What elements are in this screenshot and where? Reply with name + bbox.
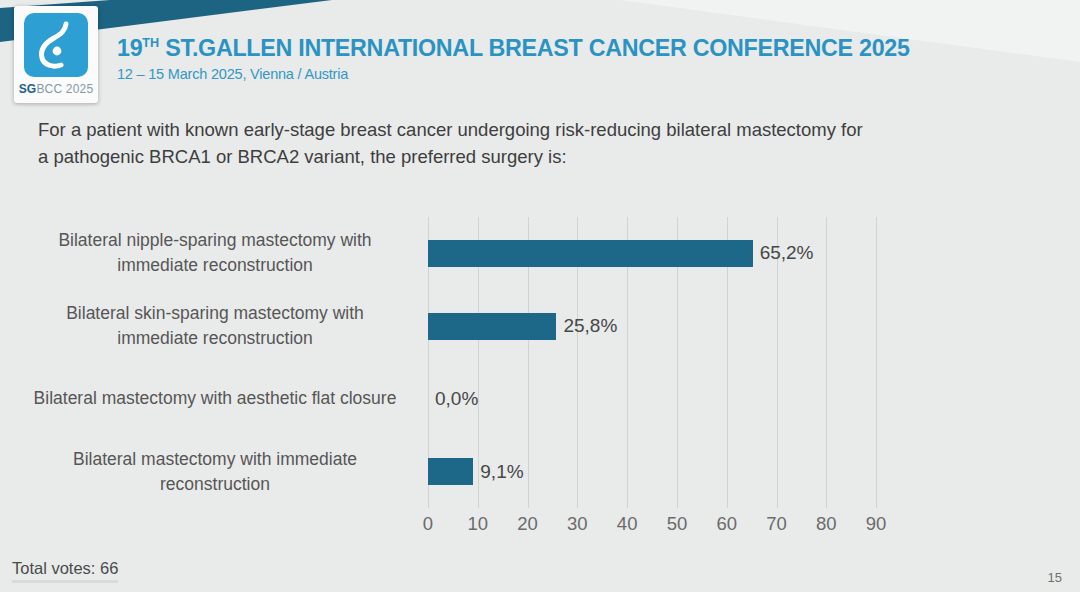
value-label: 0,0% bbox=[435, 388, 478, 410]
poll-question-line1: For a patient with known early-stage bre… bbox=[38, 116, 983, 143]
tick-label: 40 bbox=[605, 513, 649, 535]
tick-label: 60 bbox=[705, 513, 749, 535]
value-label: 9,1% bbox=[480, 461, 523, 483]
sgbcc-logo-icon bbox=[24, 13, 88, 77]
category-label: Bilateral skin-sparing mastectomy with i… bbox=[24, 301, 406, 351]
tick-label: 90 bbox=[854, 513, 898, 535]
bar-row: 0,0% bbox=[428, 363, 906, 436]
tick-label: 10 bbox=[456, 513, 500, 535]
category-cell: Bilateral mastectomy with immediate reco… bbox=[12, 435, 418, 508]
poll-question-line2: a pathogenic BRCA1 or BRCA2 variant, the… bbox=[38, 143, 983, 170]
bar-chart-plot: 65,2% 25,8% 0,0% 9,1% bbox=[428, 217, 906, 508]
page-number: 15 bbox=[1048, 570, 1062, 585]
category-label: Bilateral mastectomy with aesthetic flat… bbox=[24, 386, 406, 411]
tick-label: 30 bbox=[555, 513, 599, 535]
category-labels: Bilateral nipple-sparing mastectomy with… bbox=[12, 217, 418, 508]
category-cell: Bilateral mastectomy with aesthetic flat… bbox=[12, 363, 418, 436]
poll-question: For a patient with known early-stage bre… bbox=[38, 116, 983, 170]
bar-row: 65,2% bbox=[428, 217, 906, 290]
value-label: 25,8% bbox=[563, 315, 617, 337]
bar bbox=[428, 240, 753, 267]
x-axis-ticks: 0102030405060708090 bbox=[428, 513, 906, 539]
tick-label: 70 bbox=[755, 513, 799, 535]
tick-label: 50 bbox=[655, 513, 699, 535]
sgbcc-logo: SGBCC 2025 bbox=[14, 6, 98, 103]
total-votes: Total votes: 66 bbox=[12, 559, 118, 583]
slide: SGBCC 2025 19TH ST.GALLEN INTERNATIONAL … bbox=[0, 0, 1080, 592]
bar-row: 9,1% bbox=[428, 435, 906, 508]
category-cell: Bilateral nipple-sparing mastectomy with… bbox=[12, 217, 418, 290]
bar-row: 25,8% bbox=[428, 290, 906, 363]
title-rest: ST.GALLEN INTERNATIONAL BREAST CANCER CO… bbox=[159, 34, 909, 61]
category-label: Bilateral mastectomy with immediate reco… bbox=[24, 447, 406, 497]
breast-glyph-icon bbox=[30, 19, 82, 71]
conference-date-location: 12 – 15 March 2025, Vienna / Austria bbox=[117, 66, 934, 82]
sgbcc-logo-text: SGBCC 2025 bbox=[19, 82, 94, 96]
tick-label: 80 bbox=[804, 513, 848, 535]
conference-title: 19TH ST.GALLEN INTERNATIONAL BREAST CANC… bbox=[117, 30, 910, 61]
tick-label: 20 bbox=[506, 513, 550, 535]
bar bbox=[428, 458, 473, 485]
category-label: Bilateral nipple-sparing mastectomy with… bbox=[24, 228, 406, 278]
category-cell: Bilateral skin-sparing mastectomy with i… bbox=[12, 290, 418, 363]
value-label: 65,2% bbox=[760, 242, 814, 264]
bar-rows: 65,2% 25,8% 0,0% 9,1% bbox=[428, 217, 906, 508]
header: 19TH ST.GALLEN INTERNATIONAL BREAST CANC… bbox=[117, 30, 934, 82]
logo-text-sg: SG bbox=[19, 82, 37, 96]
tick-label: 0 bbox=[406, 513, 450, 535]
logo-text-bcc: BCC 2025 bbox=[36, 82, 93, 96]
title-number: 19 bbox=[117, 34, 142, 61]
bar bbox=[428, 313, 556, 340]
title-ordinal: TH bbox=[142, 35, 159, 50]
